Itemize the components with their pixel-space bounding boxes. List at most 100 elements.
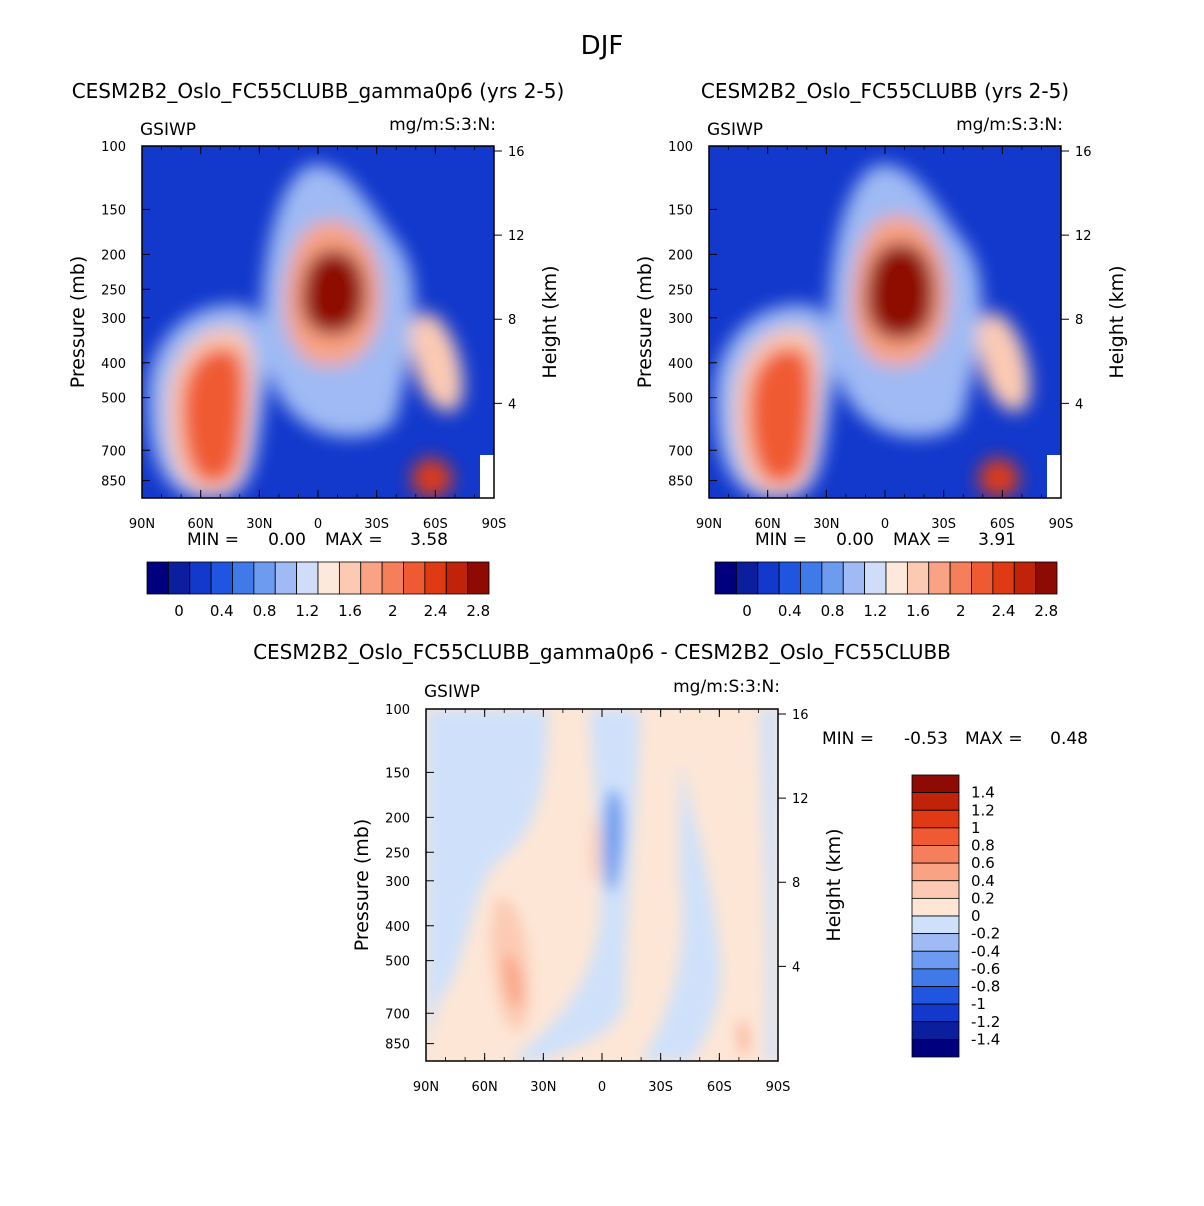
y-tick-label: 300: [101, 312, 126, 327]
colorbar-box: [778, 561, 801, 595]
colorbar: 0 0.4 0.8 1.2 1.6 2 2.4 2.8: [714, 561, 1058, 620]
axes: 90N 60N 30N 0 30S 60S 90S 100 150 200 250 300 400 500…: [101, 140, 524, 532]
colorbar: 1.41.210.80.60.40.20-0.2-0.4-0.6-0.8-1-1…: [911, 774, 1000, 1058]
colorbar-box: [949, 561, 972, 595]
y-tick-label: 400: [385, 920, 410, 935]
colorbar-label: -0.8: [971, 978, 1000, 996]
y2-axis-label: Height (km): [823, 828, 845, 941]
neg-core: [603, 789, 624, 893]
colorbar-box: [928, 561, 951, 595]
x-tick-label: 30S: [931, 517, 956, 532]
contour-field: [142, 146, 494, 498]
y-tick-label: 500: [668, 392, 693, 407]
x-tick-label: 0: [598, 1080, 606, 1095]
colorbar-label: 2.8: [466, 602, 490, 620]
trop-cloud-core: [865, 243, 935, 340]
y2-tick-label: 4: [792, 960, 800, 975]
colorbar-label: 0.6: [971, 854, 995, 872]
y-tick-label: 700: [101, 444, 126, 459]
sh-cloud-lower: [411, 458, 453, 498]
panel-title: CESM2B2_Oslo_FC55CLUBB_gamma0p6 - CESM2B…: [253, 640, 951, 664]
sh-cloud-upper: [410, 312, 464, 412]
colorbar-label: 1.2: [863, 602, 887, 620]
colorbar-label: -0.6: [971, 960, 1000, 978]
colorbar-label: 1: [971, 819, 981, 837]
neg-band-nh: [426, 709, 548, 1061]
colorbar: 0 0.4 0.8 1.2 1.6 2 2.4 2.8: [146, 561, 490, 620]
colorbar-box: [911, 809, 960, 829]
y-tick-label: 850: [668, 475, 693, 490]
colorbar-box: [911, 986, 960, 1005]
colorbar-label: -1: [971, 995, 986, 1013]
panel-left: CESM2B2_Oslo_FC55CLUBB_gamma0p6 (yrs 2-5…: [67, 79, 564, 620]
y-tick-label: 500: [101, 392, 126, 407]
y-tick-label: 200: [385, 811, 410, 826]
colorbar-label: 1.4: [971, 784, 995, 802]
colorbar-box: [274, 561, 298, 595]
y-tick-label: 150: [668, 203, 693, 218]
y2-tick-label: 8: [1075, 313, 1083, 328]
colorbar-box: [714, 561, 737, 595]
colorbar-box: [911, 1021, 960, 1040]
colorbar-box: [992, 561, 1015, 595]
x-tick-label: 60N: [755, 517, 781, 532]
max-label: MAX =: [893, 530, 951, 550]
variable-label: GSIWP: [707, 120, 763, 140]
colorbar-label: -1.4: [971, 1030, 1000, 1048]
x-tick-label: 60S: [990, 517, 1015, 532]
colorbar-box: [360, 561, 383, 595]
colorbar-box: [864, 561, 887, 595]
colorbar-label: 0.4: [971, 872, 995, 890]
colorbar-label: 0.4: [778, 602, 802, 620]
y2-tick-label: 8: [508, 313, 516, 328]
y-tick-label: 300: [385, 875, 410, 890]
colorbar-label: 2.4: [424, 602, 448, 620]
x-tick-label: 30N: [813, 517, 839, 532]
colorbar-box: [735, 561, 759, 595]
neg-band-sh: [640, 760, 721, 1061]
colorbar-label: 1.2: [971, 801, 995, 819]
trop-cloud-core: [301, 249, 366, 335]
pos-core: [503, 954, 522, 1008]
colorbar-box: [911, 968, 960, 987]
colorbar-box: [232, 561, 255, 595]
colorbar-box: [911, 792, 960, 811]
y-tick-label: 150: [385, 766, 410, 781]
x-tick-label: 30N: [530, 1080, 556, 1095]
missing-data: [480, 455, 494, 498]
colorbar-label: 0.2: [971, 889, 995, 907]
colorbar-label: 2: [388, 602, 398, 620]
colorbar-box: [911, 933, 960, 952]
colorbar-label: 2.8: [1034, 602, 1058, 620]
y-tick-label: 200: [668, 248, 693, 263]
y-tick-label: 100: [385, 703, 410, 718]
panel-right: CESM2B2_Oslo_FC55CLUBB (yrs 2-5) GSIWP m…: [634, 79, 1128, 620]
x-tick-label: 90S: [482, 517, 507, 532]
y-tick-label: 100: [101, 140, 126, 155]
y2-axis-label: Height (km): [1106, 265, 1128, 378]
max-label: MAX =: [325, 530, 383, 550]
y-axis-label: Pressure (mb): [351, 819, 373, 952]
colorbar-box: [821, 561, 844, 595]
variable-label: GSIWP: [424, 682, 480, 702]
nh-cloud-core: [748, 347, 813, 485]
variable-label: GSIWP: [140, 120, 196, 140]
y-tick-label: 300: [668, 312, 693, 327]
y-tick-label: 400: [101, 357, 126, 372]
panel-title: CESM2B2_Oslo_FC55CLUBB_gamma0p6 (yrs 2-5…: [72, 79, 565, 103]
max-value: 3.58: [410, 530, 448, 550]
colorbar-box: [253, 561, 276, 595]
y-tick-label: 400: [668, 357, 693, 372]
max-value: 0.48: [1050, 729, 1088, 749]
y2-tick-label: 12: [792, 792, 809, 807]
pos-lobe-3: [739, 1019, 748, 1056]
contour-field: [709, 146, 1061, 498]
colorbar-box: [885, 561, 908, 595]
colorbar-label: -0.4: [971, 942, 1000, 960]
colorbar-box: [911, 845, 960, 864]
axes: 90N 60N 30N 0 30S 60S 90S 100 150 200 250 300 400 500…: [668, 140, 1091, 532]
y2-tick-label: 4: [508, 397, 516, 412]
colorbar-box: [445, 561, 469, 595]
y-tick-label: 200: [101, 248, 126, 263]
y-tick-label: 700: [668, 444, 693, 459]
